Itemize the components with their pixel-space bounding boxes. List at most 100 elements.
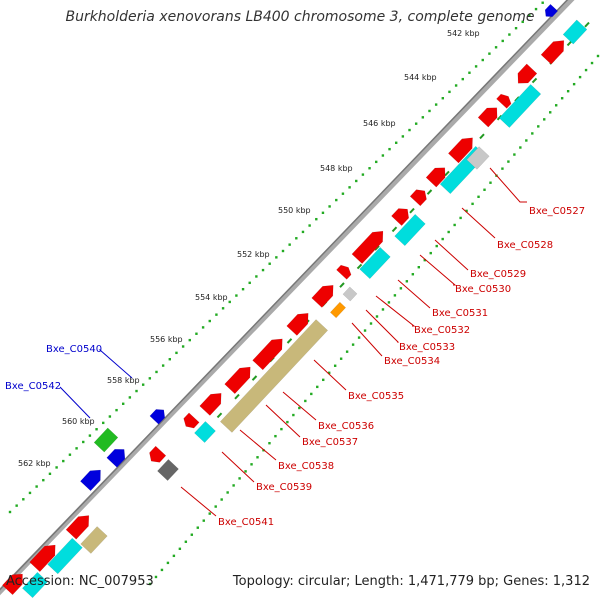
scale-dot <box>102 421 105 425</box>
scale-dot <box>348 186 351 189</box>
cds-gene <box>29 544 56 573</box>
scale-dot <box>322 378 325 382</box>
leader-line <box>365 309 400 343</box>
tick-mark <box>444 170 450 177</box>
scale-dot <box>238 477 241 480</box>
cds-gene <box>425 167 446 188</box>
scale-dots-layer <box>8 1 600 586</box>
leader-line <box>221 451 255 483</box>
scale-dot <box>453 223 456 227</box>
scale-dot <box>196 526 199 529</box>
scale-dot <box>268 262 271 265</box>
scale-dot <box>160 568 164 572</box>
gene-label: Bxe_C0534 <box>384 356 440 367</box>
leader-line <box>351 322 383 357</box>
scale-dot <box>128 396 132 399</box>
scale-dot <box>596 54 600 58</box>
scale-dot <box>190 533 194 536</box>
scale-dot <box>435 244 438 248</box>
tick-mark <box>286 338 293 344</box>
tick-mark <box>391 226 398 233</box>
scale-dot <box>274 434 277 438</box>
scale-dot <box>95 428 98 431</box>
scale-label: 546 kbp <box>363 119 396 128</box>
scale-dot <box>447 230 450 234</box>
scale-dot <box>454 84 458 87</box>
cds-gene <box>351 230 384 265</box>
cds-gene <box>447 137 473 164</box>
scale-dot <box>328 371 331 374</box>
scale-dot <box>554 104 558 107</box>
scale-dot <box>590 61 594 65</box>
scale-dot <box>280 427 283 431</box>
scale-dot <box>519 146 522 149</box>
scale-dot <box>465 209 468 213</box>
gene-label: Bxe_C0532 <box>414 325 470 336</box>
scale-dot <box>351 343 355 346</box>
scale-dot <box>208 319 211 323</box>
scale-dot <box>62 459 65 463</box>
scale-dot <box>301 230 305 234</box>
scale-dot <box>248 281 251 285</box>
scale-dot <box>68 453 72 456</box>
blue-gene <box>80 469 101 492</box>
scale-dot <box>220 498 223 501</box>
scale-dot <box>335 198 338 202</box>
scale-dot <box>148 582 152 586</box>
tick-mark <box>251 375 258 381</box>
scale-dot <box>141 383 145 386</box>
gene-label: Bxe_C0530 <box>455 284 511 295</box>
scale-dot <box>188 338 191 342</box>
scale-dot <box>201 326 205 329</box>
scale-dot <box>414 122 418 125</box>
cds-gene <box>199 392 222 416</box>
cds-gene <box>336 264 352 280</box>
cds-gene <box>496 93 512 109</box>
scale-dot <box>481 58 484 62</box>
gene-label: Bxe_C0536 <box>318 421 374 432</box>
scale-dot <box>328 205 331 208</box>
scale-dot <box>195 332 198 335</box>
scale-dot <box>310 392 313 396</box>
cds-gene <box>2 573 23 596</box>
scale-label: 548 kbp <box>320 164 353 173</box>
scale-dot <box>88 434 92 437</box>
scale-dot <box>22 498 25 501</box>
scale-dot <box>154 575 158 579</box>
scale-dot <box>537 125 540 128</box>
scale-dot <box>178 547 182 550</box>
scale-dot <box>175 351 178 355</box>
features-layer <box>2 3 588 599</box>
scale-label: 556 kbp <box>150 335 183 344</box>
scale-dot <box>232 484 235 487</box>
scale-label: 560 kbp <box>62 417 95 426</box>
scale-dot <box>578 75 582 79</box>
scale-dot <box>288 243 291 246</box>
scale-dot <box>115 408 118 412</box>
gene-label: Bxe_C0542 <box>5 381 61 392</box>
leader-line <box>434 239 469 271</box>
scale-dot <box>375 160 378 164</box>
scale-dot <box>393 294 397 297</box>
leader-line <box>59 386 91 419</box>
tick-mark <box>216 412 223 419</box>
scale-dot <box>508 33 511 36</box>
map-title: Burkholderia xenovorans LB400 chromosome… <box>65 9 535 25</box>
scale-dot <box>361 173 365 176</box>
rna-gene <box>22 571 48 599</box>
scale-dot <box>316 385 319 389</box>
scale-dot <box>494 46 498 49</box>
scale-dot <box>513 153 516 156</box>
scale-dot <box>488 52 491 55</box>
scale-dot <box>202 519 205 522</box>
scale-dot <box>28 491 32 495</box>
scale-dot <box>501 39 504 43</box>
scale-dot <box>262 449 265 452</box>
gene-label: Bxe_C0535 <box>348 391 404 402</box>
scale-dot <box>345 350 349 353</box>
scale-dot <box>355 179 358 183</box>
scale-dot <box>421 116 425 119</box>
scale-label: 562 kbp <box>18 459 51 468</box>
